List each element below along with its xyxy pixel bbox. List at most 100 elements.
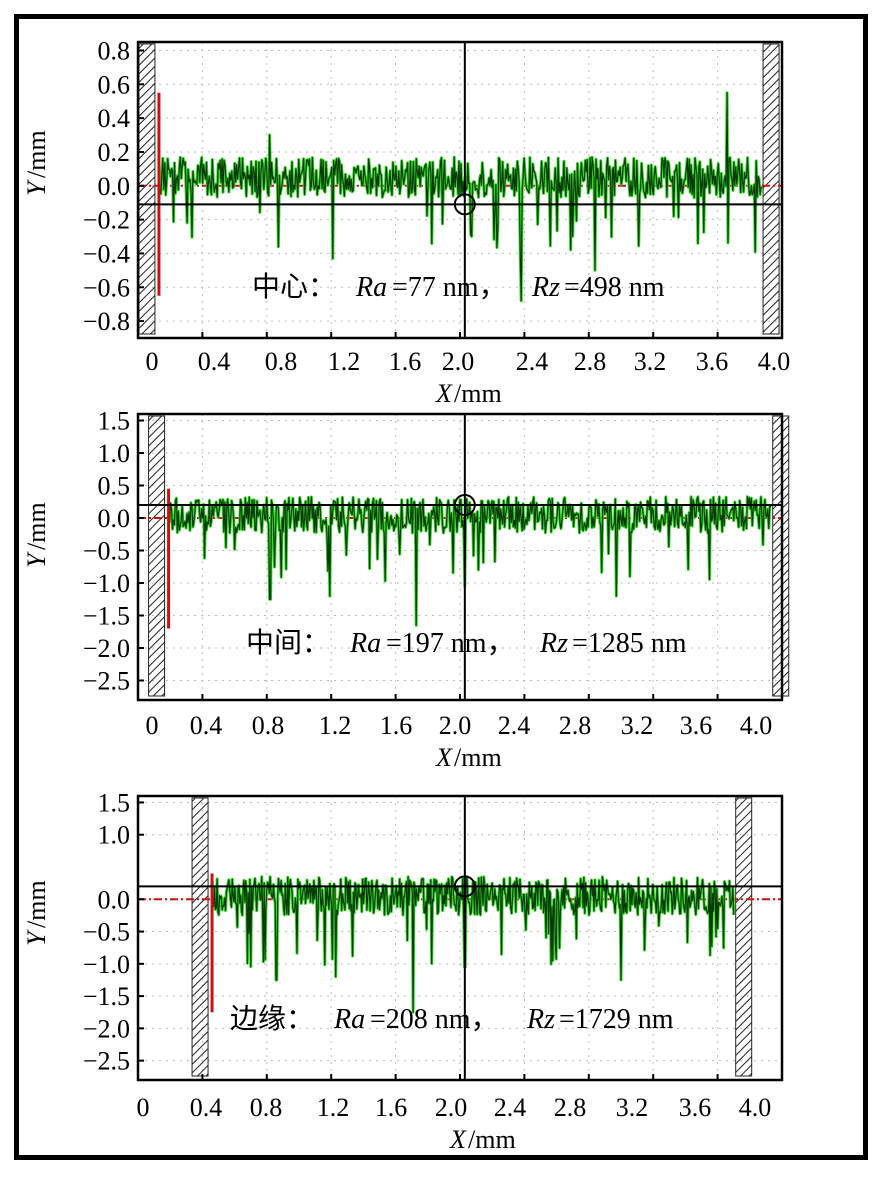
y-tick-label: −0.8 bbox=[83, 307, 130, 336]
x-tick-label: 2.0 bbox=[442, 347, 475, 376]
x-tick-label: 1.6 bbox=[375, 1093, 408, 1122]
y-tick-label: 1.0 bbox=[98, 439, 131, 468]
x-tick-label: 0.4 bbox=[190, 711, 223, 740]
y-tick-label: −0.2 bbox=[83, 206, 130, 235]
y-tick-label: −1.5 bbox=[83, 982, 130, 1011]
x-tick-label: 2.4 bbox=[494, 1093, 527, 1122]
y-tick-label: 0.0 bbox=[98, 885, 131, 914]
annotation-ra-value: =77 nm， bbox=[392, 272, 507, 303]
x-tick-label: 3.6 bbox=[679, 1093, 712, 1122]
annotation-ra-label: Ra bbox=[355, 272, 387, 303]
y-tick-label: −0.4 bbox=[83, 239, 130, 268]
profile-panel-center: 0.8 0.6 0.4 0.2 0.0 −0.2 −0.4 −0.6 −0.8 0 0.4 0.8 1.… bbox=[22, 36, 790, 408]
y-tick-label: −0.5 bbox=[83, 918, 130, 947]
x-axis-label-var: X bbox=[435, 743, 453, 772]
hatch-zone-right bbox=[772, 415, 790, 697]
y-tick-label: 0.6 bbox=[98, 70, 131, 99]
y-axis-label-unit: /mm bbox=[22, 130, 51, 178]
x-tick-label: 2.0 bbox=[439, 711, 472, 740]
x-tick-label: 3.2 bbox=[634, 347, 667, 376]
y-tick-label: −2.5 bbox=[83, 1047, 130, 1076]
y-axis-label-var: Y bbox=[22, 179, 51, 196]
y-axis-label-unit: /mm bbox=[22, 502, 51, 550]
annotation-location: 边缘： bbox=[230, 1003, 314, 1035]
y-tick-label: 1.0 bbox=[98, 821, 131, 850]
x-tick-label: 1.6 bbox=[389, 347, 422, 376]
y-tick-label: 1.5 bbox=[98, 407, 131, 436]
plot-area-edge: 1.5 1.0 0.0 −0.5 −1.0 −1.5 −2.0 −2.50 0.4 0.8 1.2 1… bbox=[83, 788, 784, 1122]
x-tick-label: 0 bbox=[137, 1093, 150, 1122]
hatch-zone-right bbox=[735, 797, 753, 1077]
y-tick-label: −2.0 bbox=[83, 1014, 130, 1043]
annotation-ra-value: =197 nm， bbox=[386, 628, 515, 659]
x-axis-label-unit: /mm bbox=[454, 743, 502, 772]
x-tick-label: 1.2 bbox=[317, 1093, 350, 1122]
annotation-rz-label: Rz bbox=[531, 272, 560, 303]
x-tick-label: 2.0 bbox=[435, 1093, 468, 1122]
annotation-ra-value: =208 nm， bbox=[370, 1004, 499, 1035]
x-tick-label: 1.6 bbox=[380, 711, 413, 740]
x-tick-label: 4.0 bbox=[740, 711, 773, 740]
x-tick-label: 2.8 bbox=[554, 1093, 587, 1122]
profile-trace-light bbox=[210, 875, 736, 1014]
x-tick-label: 0 bbox=[146, 347, 159, 376]
y-axis-label-unit: /mm bbox=[22, 880, 51, 928]
hatch-zone-left bbox=[138, 43, 156, 335]
x-axis-label-unit: /mm bbox=[468, 1125, 516, 1154]
y-tick-label: 0.8 bbox=[98, 36, 131, 65]
x-tick-label: 3.2 bbox=[616, 1093, 649, 1122]
annotation-rz-value: =1285 nm bbox=[572, 628, 687, 659]
annotation-rz-value: =1729 nm bbox=[559, 1004, 674, 1035]
y-axis-label-var: Y bbox=[22, 929, 51, 946]
x-tick-label: 2.8 bbox=[559, 711, 592, 740]
annotation-location: 中心： bbox=[252, 271, 336, 303]
x-tick-label: 1.2 bbox=[328, 347, 361, 376]
x-tick-label: 0.4 bbox=[190, 1093, 223, 1122]
x-tick-label: 0.8 bbox=[250, 1093, 283, 1122]
y-tick-label: −1.0 bbox=[83, 950, 130, 979]
y-tick-label: −1.5 bbox=[83, 602, 130, 631]
hatch-zone-left bbox=[191, 797, 209, 1077]
hatch-zone-right bbox=[762, 43, 780, 335]
y-tick-label: 0.2 bbox=[98, 138, 131, 167]
annotation-rz-value: =498 nm bbox=[564, 272, 665, 303]
x-tick-label: 3.2 bbox=[621, 711, 654, 740]
y-axis-label-var: Y bbox=[22, 551, 51, 568]
cursor-circle bbox=[453, 494, 476, 516]
x-tick-label: 0 bbox=[146, 711, 159, 740]
x-tick-label: 2.4 bbox=[498, 711, 531, 740]
x-tick-label: 2.8 bbox=[574, 347, 607, 376]
annotation-ra-label: Ra bbox=[349, 628, 381, 659]
cursor-circle bbox=[453, 875, 476, 898]
x-axis-label-unit: /mm bbox=[454, 379, 502, 408]
hatch-zone-left bbox=[148, 415, 166, 697]
cursor-circle bbox=[453, 193, 476, 216]
x-axis-label-var: X bbox=[435, 379, 453, 408]
profile-panel-middle: 1.5 1.0 0.5 0.0 −0.5 −1.0 −1.5 −2.0 −2.5 0 0.4 0.8 1… bbox=[22, 407, 790, 772]
annotation-rz-label: Rz bbox=[539, 628, 568, 659]
annotation-ra-label: Ra bbox=[333, 1004, 365, 1035]
annotation-rz-label: Rz bbox=[526, 1004, 555, 1035]
y-tick-label: −2.5 bbox=[83, 667, 130, 696]
y-tick-label: −0.6 bbox=[83, 273, 130, 302]
y-tick-label: 0.0 bbox=[98, 172, 131, 201]
y-tick-label: 1.5 bbox=[98, 788, 131, 817]
profile-panel-edge: 1.5 1.0 0.0 −0.5 −1.0 −1.5 −2.0 −2.50 0.4 0.8 1.2 1… bbox=[22, 788, 784, 1154]
profile-trace-dark bbox=[168, 496, 772, 626]
x-axis-label-var: X bbox=[449, 1125, 467, 1154]
x-tick-label: 0.4 bbox=[198, 347, 231, 376]
x-tick-label: 2.4 bbox=[516, 347, 549, 376]
x-tick-label: 3.6 bbox=[680, 711, 713, 740]
x-tick-label: 3.6 bbox=[696, 347, 729, 376]
y-tick-label: 0.0 bbox=[98, 504, 131, 533]
x-tick-label: 4.0 bbox=[758, 347, 791, 376]
y-tick-label: −1.0 bbox=[83, 569, 130, 598]
y-tick-label: 0.4 bbox=[98, 104, 131, 133]
y-tick-label: −2.0 bbox=[83, 634, 130, 663]
x-tick-label: 0.8 bbox=[265, 347, 298, 376]
x-tick-label: 0.8 bbox=[252, 711, 285, 740]
y-tick-label: 0.5 bbox=[98, 472, 131, 501]
plot-area-middle: 1.5 1.0 0.5 0.0 −0.5 −1.0 −1.5 −2.0 −2.5 0 0.4 0.8 1… bbox=[83, 407, 790, 740]
x-tick-label: 4.0 bbox=[739, 1093, 772, 1122]
